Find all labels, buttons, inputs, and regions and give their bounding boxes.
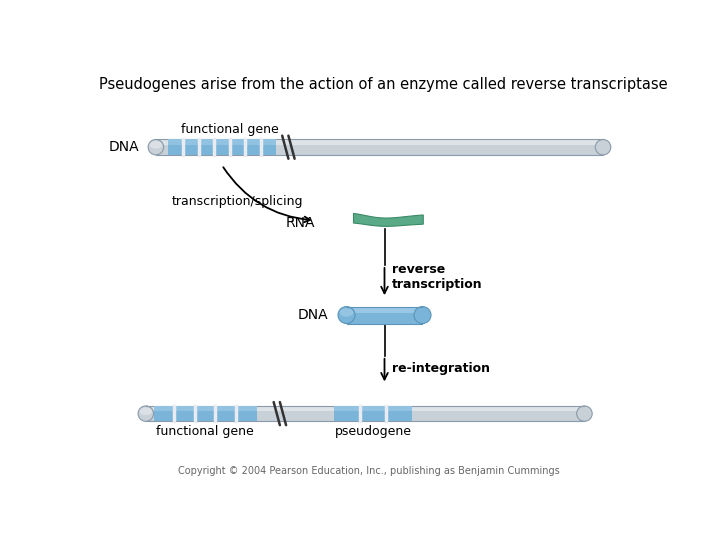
Ellipse shape (414, 307, 431, 323)
Bar (156, 150, 603, 155)
Bar (334, 406, 412, 421)
Bar (145, 406, 585, 411)
Ellipse shape (595, 139, 611, 155)
Text: functional gene: functional gene (181, 123, 279, 136)
Bar (346, 307, 423, 313)
Ellipse shape (148, 139, 163, 155)
Bar (153, 406, 256, 411)
Text: transcription/splicing: transcription/splicing (171, 195, 303, 208)
Text: Copyright © 2004 Pearson Education, Inc., publishing as Benjamin Cummings: Copyright © 2004 Pearson Education, Inc.… (178, 467, 560, 476)
Ellipse shape (338, 307, 355, 323)
Polygon shape (354, 213, 423, 226)
Bar (346, 307, 423, 323)
Text: DNA: DNA (108, 140, 139, 154)
Bar (168, 139, 276, 145)
Text: RNA: RNA (285, 215, 315, 230)
Bar (156, 139, 603, 145)
Ellipse shape (140, 408, 152, 415)
Bar (168, 139, 276, 155)
Bar (156, 139, 603, 155)
Bar (145, 406, 585, 421)
Text: re-integration: re-integration (392, 362, 490, 375)
Bar (153, 406, 256, 421)
Text: DNA: DNA (298, 308, 329, 322)
Ellipse shape (340, 308, 354, 317)
Text: functional gene: functional gene (156, 425, 254, 438)
Ellipse shape (577, 406, 593, 421)
Ellipse shape (138, 406, 153, 421)
Ellipse shape (150, 141, 162, 148)
Text: reverse
transcription: reverse transcription (392, 262, 483, 291)
Bar (346, 318, 423, 323)
Text: Pseudogenes arise from the action of an enzyme called reverse transcriptase: Pseudogenes arise from the action of an … (99, 77, 668, 92)
Bar (334, 406, 412, 411)
Text: pseudogene: pseudogene (334, 425, 411, 438)
Bar (145, 416, 585, 421)
